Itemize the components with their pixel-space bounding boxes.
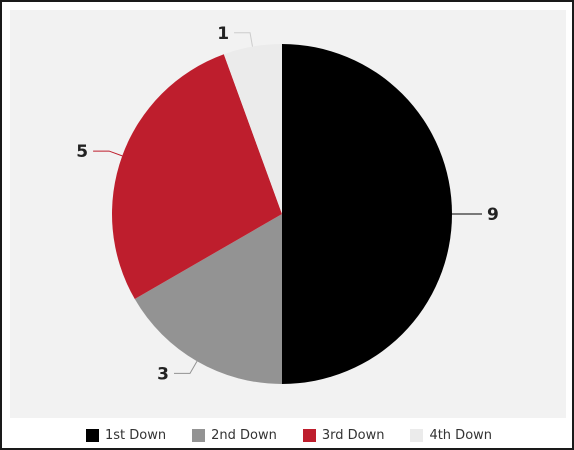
legend-item-2: 2nd Down (192, 428, 277, 443)
leader-line-3 (93, 150, 123, 157)
legend-label-3: 3rd Down (321, 427, 385, 443)
legend-swatch-2 (192, 428, 206, 442)
data-label-3: 5 (76, 142, 88, 162)
pie-slice-4 (223, 44, 282, 214)
legend-label-1: 1st Down (104, 427, 167, 443)
pie-chart: 9 3 5 1 (76, 24, 499, 385)
legend: 1st Down 2nd Down 3rd Down 4th Down (2, 422, 574, 448)
legend-swatch-4 (410, 428, 424, 442)
leader-line-4 (234, 32, 253, 47)
pie-slice-3 (112, 54, 283, 299)
legend-label-2: 2nd Down (211, 427, 277, 443)
leader-line-2 (174, 360, 198, 374)
data-label-1: 9 (487, 205, 499, 225)
pie-slice-1 (282, 44, 452, 384)
legend-label-4: 4th Down (429, 427, 493, 443)
legend-swatch-1 (85, 428, 99, 442)
pie-slice-2 (134, 214, 282, 384)
legend-item-1: 1st Down (85, 427, 167, 443)
legend-item-4: 4th Down (410, 428, 492, 443)
data-label-4: 1 (217, 24, 229, 44)
legend-swatch-3 (302, 428, 316, 442)
data-label-2: 3 (157, 364, 169, 384)
legend-item-3: 3rd Down (302, 427, 385, 443)
